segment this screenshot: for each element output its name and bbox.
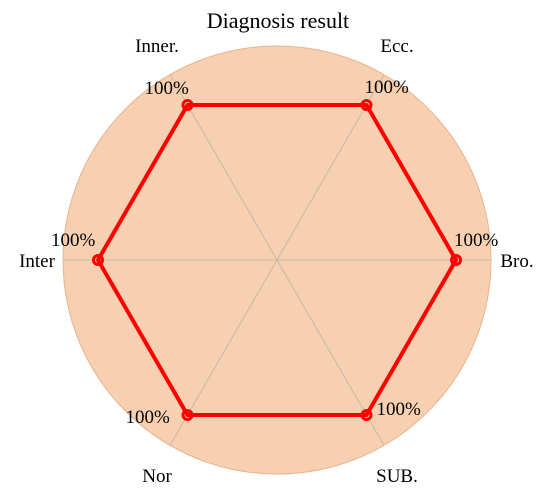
data-point-inter	[92, 254, 104, 266]
axis-label-inter: Inter	[19, 251, 56, 272]
data-point-ecc	[360, 98, 373, 111]
value-label: 100%	[145, 78, 190, 99]
data-point-sub	[360, 409, 373, 422]
data-point-nor	[181, 409, 194, 422]
axis-label-sub: SUB.	[376, 466, 418, 487]
axis-label-ecc: Ecc.	[380, 36, 413, 57]
chart-title: Diagnosis result	[207, 8, 349, 33]
data-point-inner	[181, 98, 194, 111]
value-label: 100%	[377, 399, 422, 420]
axis-label-inner: Inner.	[135, 36, 179, 57]
axis-label-nor: Nor	[142, 466, 172, 487]
value-label: 100%	[365, 77, 410, 98]
axis-label-bro: Bro.	[500, 251, 533, 272]
plot-area: 100%100%100%100%100% 100%Bro.Ecc.Inner.In…	[19, 36, 534, 487]
value-label: 100%	[126, 407, 171, 428]
grid-spoke	[169, 74, 385, 446]
value-label: 100%	[51, 230, 96, 251]
value-label: 100%	[454, 230, 499, 251]
data-point-bro	[450, 254, 462, 266]
series-line	[96, 103, 458, 417]
